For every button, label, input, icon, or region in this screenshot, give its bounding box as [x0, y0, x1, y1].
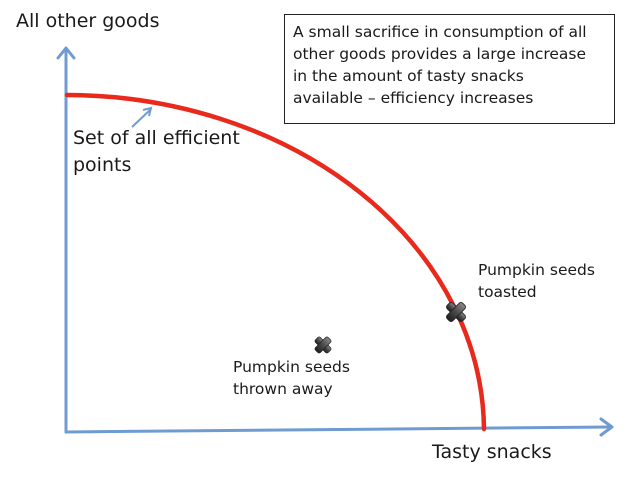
pointer-arrowhead-icon	[142, 106, 153, 117]
thrown-label-line-1: Pumpkin seeds	[233, 358, 350, 376]
x-marker-toasted-icon	[446, 302, 466, 322]
toasted-label-line-2: toasted	[478, 283, 537, 301]
x-axis-arrow-icon	[599, 417, 614, 437]
y-axis-arrow-icon	[56, 46, 76, 60]
toasted-label-line-1: Pumpkin seeds	[478, 261, 595, 279]
callout-box: A small sacrifice in consumption of all …	[284, 14, 615, 124]
callout-line-3: in the amount of tasty snacks	[293, 67, 524, 85]
y-axis-label: All other goods	[16, 10, 160, 32]
x-marker-thrown-icon	[314, 336, 332, 354]
frontier-label-line-1: Set of all efficient	[73, 127, 240, 149]
y-axis	[56, 46, 76, 433]
frontier-label: Set of all efficient points	[73, 125, 240, 179]
frontier-label-line-2: points	[73, 154, 132, 176]
efficiency-frontier-curve	[64, 92, 487, 432]
thrown-point-label: Pumpkin seeds thrown away	[233, 356, 350, 400]
x-axis	[64, 417, 614, 437]
thrown-label-line-2: thrown away	[233, 380, 333, 398]
toasted-point-label: Pumpkin seeds toasted	[478, 259, 595, 303]
callout-line-4: available – efficiency increases	[293, 89, 534, 107]
callout-line-1: A small sacrifice in consumption of all	[293, 23, 587, 41]
x-axis-label: Tasty snacks	[432, 441, 552, 463]
frontier-pointer	[131, 106, 153, 128]
callout-line-2: other goods provides a large increase	[293, 45, 587, 63]
